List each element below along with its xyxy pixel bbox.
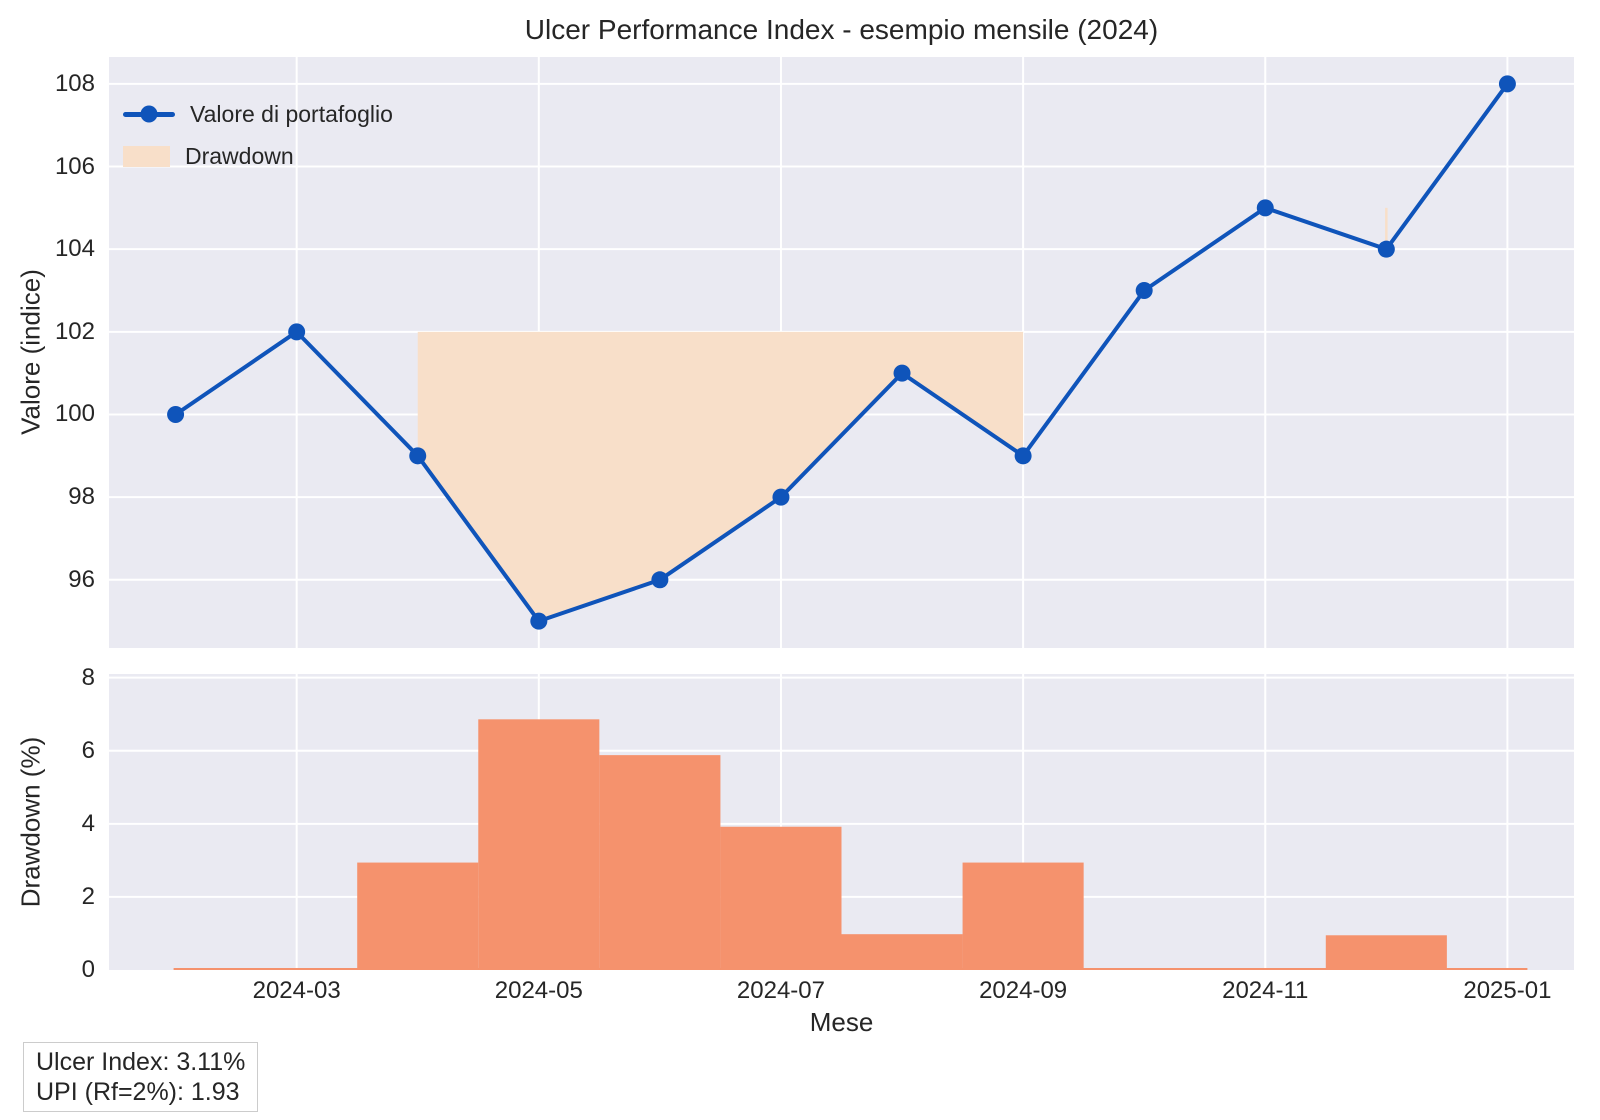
chart-title: Ulcer Performance Index - esempio mensil… bbox=[524, 14, 1159, 45]
y-tick-label: 106 bbox=[54, 152, 95, 180]
y-tick-label: 4 bbox=[81, 809, 95, 837]
top-plot-area: Valore di portafoglio Drawdown bbox=[109, 57, 1574, 648]
bottom-y-axis-label: Drawdown (%) bbox=[15, 736, 46, 908]
patch-swatch-icon bbox=[123, 145, 170, 167]
x-tick-label: 2024-07 bbox=[736, 977, 825, 1004]
y-tick-label: 102 bbox=[54, 317, 95, 345]
ulcer-index-value: Ulcer Index: 3.11% bbox=[36, 1048, 246, 1076]
y-tick-label: 108 bbox=[54, 69, 95, 97]
drawdown-bar-chart bbox=[109, 674, 1574, 970]
y-tick-label: 98 bbox=[68, 483, 95, 511]
legend-item-drawdown: Drawdown bbox=[123, 141, 393, 171]
legend-label-drawdown: Drawdown bbox=[185, 143, 294, 169]
upi-value: UPI (Rf=2%): 1.93 bbox=[36, 1078, 240, 1106]
x-tick-label: 2025-01 bbox=[1463, 977, 1552, 1004]
y-tick-label: 8 bbox=[81, 663, 95, 691]
y-tick-label: 0 bbox=[81, 956, 95, 983]
x-axis-label: Mese bbox=[809, 1007, 874, 1037]
y-tick-label: 6 bbox=[81, 736, 95, 764]
legend-item-portfolio: Valore di portafoglio bbox=[123, 99, 393, 129]
y-tick-label: 100 bbox=[54, 400, 95, 428]
portfolio-line-chart bbox=[109, 57, 1574, 648]
bottom-plot-area bbox=[109, 674, 1574, 970]
dot-icon bbox=[140, 105, 158, 123]
x-tick-label: 2024-03 bbox=[252, 977, 341, 1004]
y-tick-label: 104 bbox=[54, 235, 95, 263]
legend-label-portfolio: Valore di portafoglio bbox=[190, 101, 393, 127]
x-tick-label: 2024-05 bbox=[494, 977, 583, 1004]
x-tick-label: 2024-11 bbox=[1222, 977, 1309, 1004]
annotation-box: Ulcer Index: 3.11% UPI (Rf=2%): 1.93 bbox=[23, 1042, 259, 1112]
legend: Valore di portafoglio Drawdown bbox=[123, 99, 393, 183]
y-tick-label: 2 bbox=[81, 882, 95, 910]
y-tick-label: 96 bbox=[68, 565, 95, 593]
x-tick-label: 2024-09 bbox=[979, 977, 1068, 1004]
top-y-axis-label: Valore (indice) bbox=[15, 269, 46, 435]
line-marker-icon bbox=[123, 105, 175, 123]
